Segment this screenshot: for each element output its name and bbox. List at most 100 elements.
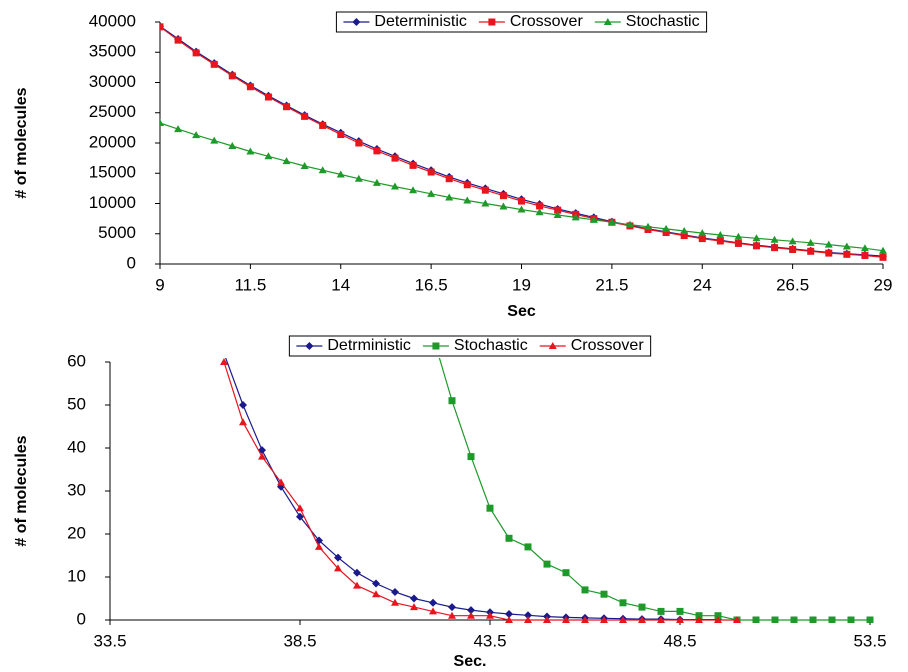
marker <box>825 249 833 257</box>
series-line <box>225 358 718 621</box>
marker <box>174 36 182 44</box>
marker <box>698 229 707 237</box>
y-tick-label: 0 <box>127 253 136 272</box>
marker <box>353 568 361 577</box>
legend: Detrministic Stochastic Crossover <box>288 335 652 357</box>
marker <box>806 238 815 246</box>
marker <box>861 252 869 260</box>
marker <box>771 244 779 252</box>
marker <box>752 616 760 623</box>
legend-label: Stochastic <box>454 337 528 354</box>
marker <box>486 504 494 512</box>
marker <box>860 244 869 252</box>
marker <box>264 152 273 160</box>
y-tick-label: 40 <box>67 437 86 456</box>
marker <box>603 18 612 25</box>
marker <box>448 397 456 405</box>
marker <box>391 598 399 606</box>
marker <box>842 242 851 250</box>
marker <box>571 213 580 221</box>
marker <box>548 342 557 349</box>
marker <box>698 235 706 243</box>
marker <box>676 616 684 623</box>
marker <box>553 210 562 218</box>
marker <box>210 60 218 68</box>
marker <box>391 154 399 162</box>
marker <box>239 401 247 409</box>
marker <box>239 418 247 426</box>
marker <box>315 542 323 550</box>
marker <box>410 594 418 603</box>
legend-item: Detrministic <box>296 337 411 354</box>
marker <box>600 616 608 623</box>
marker <box>305 342 314 350</box>
marker <box>372 178 381 186</box>
y-tick-label: 40000 <box>89 11 136 30</box>
marker <box>535 208 544 216</box>
x-tick-label: 9 <box>155 275 164 294</box>
series-line <box>160 25 884 257</box>
marker <box>543 560 551 568</box>
marker <box>788 237 797 245</box>
x-tick-label: 26.5 <box>776 275 809 294</box>
marker <box>228 72 236 80</box>
x-axis-title: Sec. <box>454 653 487 670</box>
x-tick-label: 48.5 <box>663 631 696 650</box>
marker <box>228 142 237 150</box>
y-tick-label: 30 <box>67 480 86 499</box>
marker <box>174 125 183 133</box>
marker <box>445 175 453 183</box>
marker <box>410 603 418 611</box>
marker <box>372 590 380 598</box>
marker <box>192 131 201 139</box>
marker <box>353 581 361 589</box>
marker <box>499 192 507 200</box>
marker <box>467 453 475 461</box>
marker <box>790 616 798 623</box>
marker <box>429 607 437 615</box>
marker <box>409 186 418 194</box>
marker <box>300 161 309 169</box>
marker <box>220 358 228 365</box>
legend-label: Deterministic <box>374 13 466 30</box>
legend-label: Crossover <box>571 337 645 354</box>
marker <box>807 247 815 255</box>
marker <box>662 224 671 232</box>
marker <box>192 49 200 57</box>
marker <box>334 564 342 572</box>
y-tick-label: 0 <box>77 609 86 628</box>
marker <box>714 616 722 623</box>
series-line <box>160 122 884 252</box>
marker <box>619 599 627 607</box>
plot-area <box>220 358 874 623</box>
y-tick-label: 25000 <box>89 102 136 121</box>
marker <box>277 478 285 486</box>
marker <box>517 205 526 213</box>
series-line <box>223 361 737 621</box>
marker <box>600 590 608 598</box>
series-line <box>438 358 870 621</box>
marker <box>752 242 760 250</box>
y-tick-label: 60 <box>67 351 86 370</box>
marker <box>448 603 456 612</box>
y-tick-label: 30000 <box>89 72 136 91</box>
marker <box>283 103 291 111</box>
marker <box>336 170 345 178</box>
marker <box>282 157 291 165</box>
marker <box>258 452 266 460</box>
marker <box>505 616 513 623</box>
marker <box>337 131 345 139</box>
marker <box>505 609 513 618</box>
legend-label: Crossover <box>510 13 584 30</box>
x-tick-label: 43.5 <box>473 631 506 650</box>
x-tick-label: 19 <box>512 275 531 294</box>
marker <box>714 612 722 620</box>
marker <box>467 606 475 615</box>
marker <box>716 237 724 245</box>
marker <box>536 202 544 210</box>
legend-frame <box>335 11 708 33</box>
x-tick-label: 29 <box>874 275 893 294</box>
marker <box>524 543 532 551</box>
marker <box>301 112 309 120</box>
